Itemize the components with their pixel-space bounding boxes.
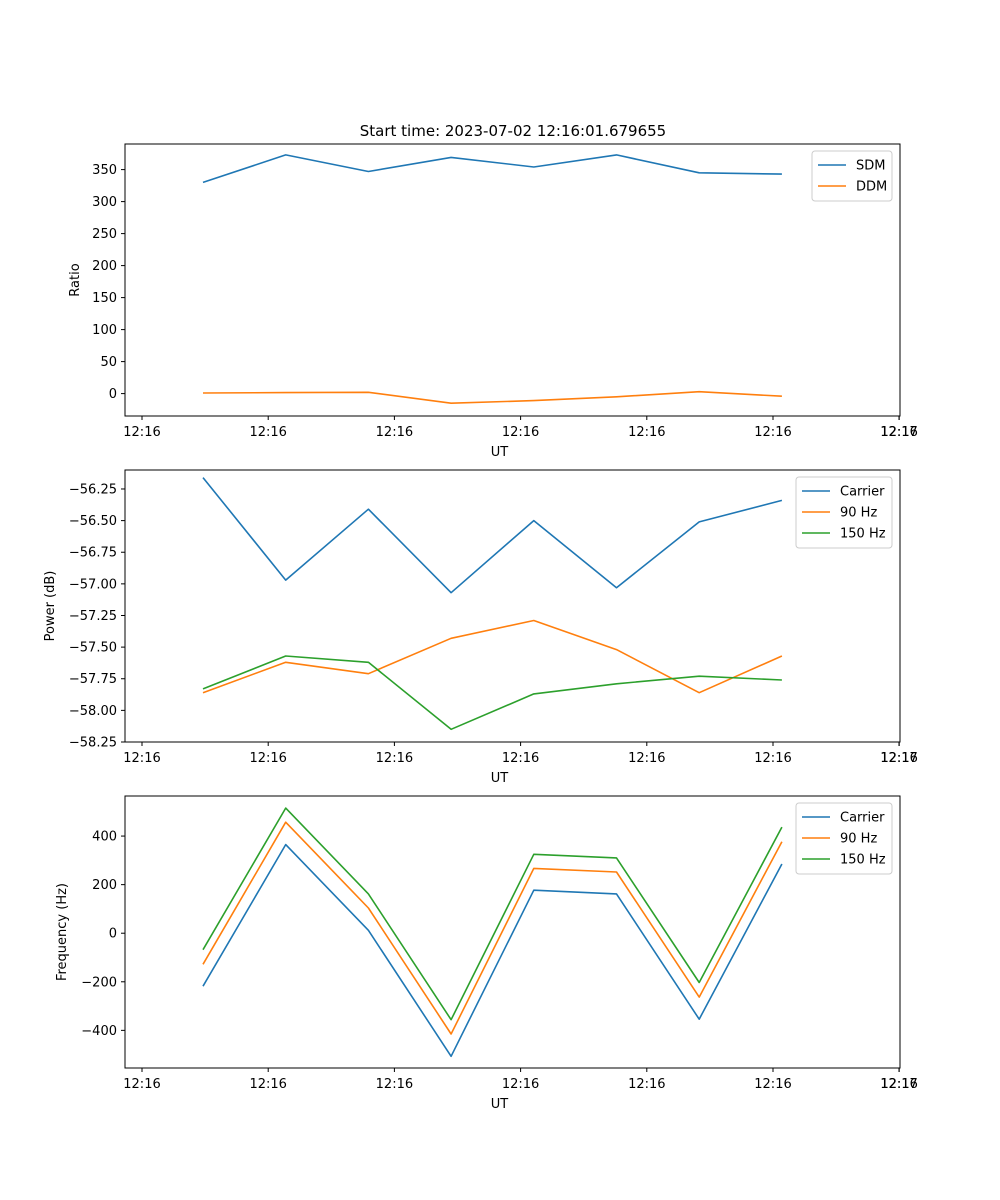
- y-axis-label: Ratio: [68, 263, 83, 296]
- y-tick-label: −57.25: [69, 609, 117, 624]
- x-tick-label: 12:16: [880, 425, 917, 440]
- x-axis-label: UT: [491, 771, 509, 786]
- series-line-carrier: [202, 477, 783, 594]
- y-tick-label: 350: [92, 163, 117, 178]
- legend-label: Carrier: [840, 485, 885, 500]
- y-tick-label: 200: [92, 878, 117, 893]
- y-tick-label: −56.25: [69, 482, 117, 497]
- y-tick-label: 50: [100, 355, 117, 370]
- y-tick-label: −58.00: [69, 704, 117, 719]
- y-tick-label: 250: [92, 227, 117, 242]
- x-tick-label: 12:16: [502, 1077, 539, 1092]
- series-line-90-hz: [202, 619, 783, 694]
- figure-title: Start time: 2023-07-02 12:16:01.679655: [360, 122, 666, 140]
- x-axis-label: UT: [491, 445, 509, 460]
- y-axis-label: Power (dB): [43, 571, 58, 642]
- y-tick-label: 400: [92, 830, 117, 845]
- y-tick-label: 0: [109, 387, 117, 402]
- x-tick-label: 12:16: [376, 425, 413, 440]
- chart-panel-3: 12:16 12:16 12:16 12:16 12:16 12:16 12:1612:17…: [55, 795, 918, 1112]
- y-tick-label: −58.25: [69, 736, 117, 751]
- legend-label: 150 Hz: [840, 527, 886, 542]
- legend: Carrier 90 Hz 150 Hz: [795, 476, 893, 549]
- x-axis-label: UT: [491, 1097, 509, 1112]
- x-tick-label: 12:16: [123, 1077, 160, 1092]
- x-tick-label: 12:17: [880, 751, 917, 766]
- x-tick-label: 12:17: [880, 1077, 917, 1092]
- x-tick-label: 12:16: [376, 751, 413, 766]
- x-tick-label: 12:16: [502, 425, 539, 440]
- x-tick-label: 12:16: [754, 425, 791, 440]
- y-tick-label: −57.50: [69, 641, 117, 656]
- legend-frame: [795, 476, 893, 549]
- legend-label: 150 Hz: [840, 853, 886, 868]
- x-tick-label: 12:16: [376, 1077, 413, 1092]
- y-tick-label: −57.75: [69, 672, 117, 687]
- legend-label: Carrier: [840, 811, 885, 826]
- series-line-90-hz: [202, 821, 783, 1035]
- legend-label: 90 Hz: [840, 506, 877, 521]
- y-tick-label: 150: [92, 291, 117, 306]
- series-line-sdm: [202, 154, 782, 184]
- y-tick-label: 0: [109, 927, 117, 942]
- x-tick-label: 12:16: [249, 425, 286, 440]
- axes-frame: [124, 469, 901, 743]
- y-tick-label: −200: [81, 975, 117, 990]
- legend: Carrier 90 Hz 150 Hz: [795, 802, 893, 875]
- y-tick-label: 200: [92, 259, 117, 274]
- series-line-150-hz: [202, 655, 782, 731]
- legend-label: DDM: [856, 180, 887, 195]
- y-tick-label: −57.00: [69, 577, 117, 592]
- x-tick-label: 12:16: [754, 1077, 791, 1092]
- x-tick-label: 12:16: [249, 751, 286, 766]
- axes-frame: [124, 795, 901, 1069]
- series-line-ddm: [202, 390, 782, 405]
- y-tick-label: 100: [92, 323, 117, 338]
- series-line-150-hz: [202, 807, 783, 1021]
- chart-panel-1: 12:16 12:16 12:16 12:16 12:16 12:16 12:1612:17…: [68, 143, 918, 460]
- y-tick-label: −56.50: [69, 514, 117, 529]
- x-tick-label: 12:16: [880, 751, 917, 766]
- legend: SDM DDM: [811, 150, 893, 202]
- x-tick-label: 12:16: [502, 751, 539, 766]
- x-tick-label: 12:16: [754, 751, 791, 766]
- x-tick-label: 12:16: [123, 751, 160, 766]
- x-tick-label: 12:16: [628, 1077, 665, 1092]
- legend-frame: [811, 150, 893, 202]
- x-tick-label: 12:16: [123, 425, 160, 440]
- x-tick-label: 12:16: [880, 1077, 917, 1092]
- legend-label: 90 Hz: [840, 832, 877, 847]
- axes-frame: [124, 143, 901, 417]
- chart-panel-2: 12:16 12:16 12:16 12:16 12:16 12:16 12:1612:17…: [43, 469, 918, 786]
- series-line-carrier: [202, 843, 783, 1058]
- x-tick-label: 12:16: [628, 425, 665, 440]
- legend-label: SDM: [856, 159, 885, 174]
- x-tick-label: 12:16: [249, 1077, 286, 1092]
- y-tick-label: −56.75: [69, 546, 117, 561]
- y-tick-label: 300: [92, 195, 117, 210]
- x-tick-label: 12:16: [628, 751, 665, 766]
- y-tick-label: −400: [81, 1024, 117, 1039]
- y-axis-label: Frequency (Hz): [55, 883, 70, 981]
- x-tick-label: 12:17: [880, 425, 917, 440]
- legend-frame: [795, 802, 893, 875]
